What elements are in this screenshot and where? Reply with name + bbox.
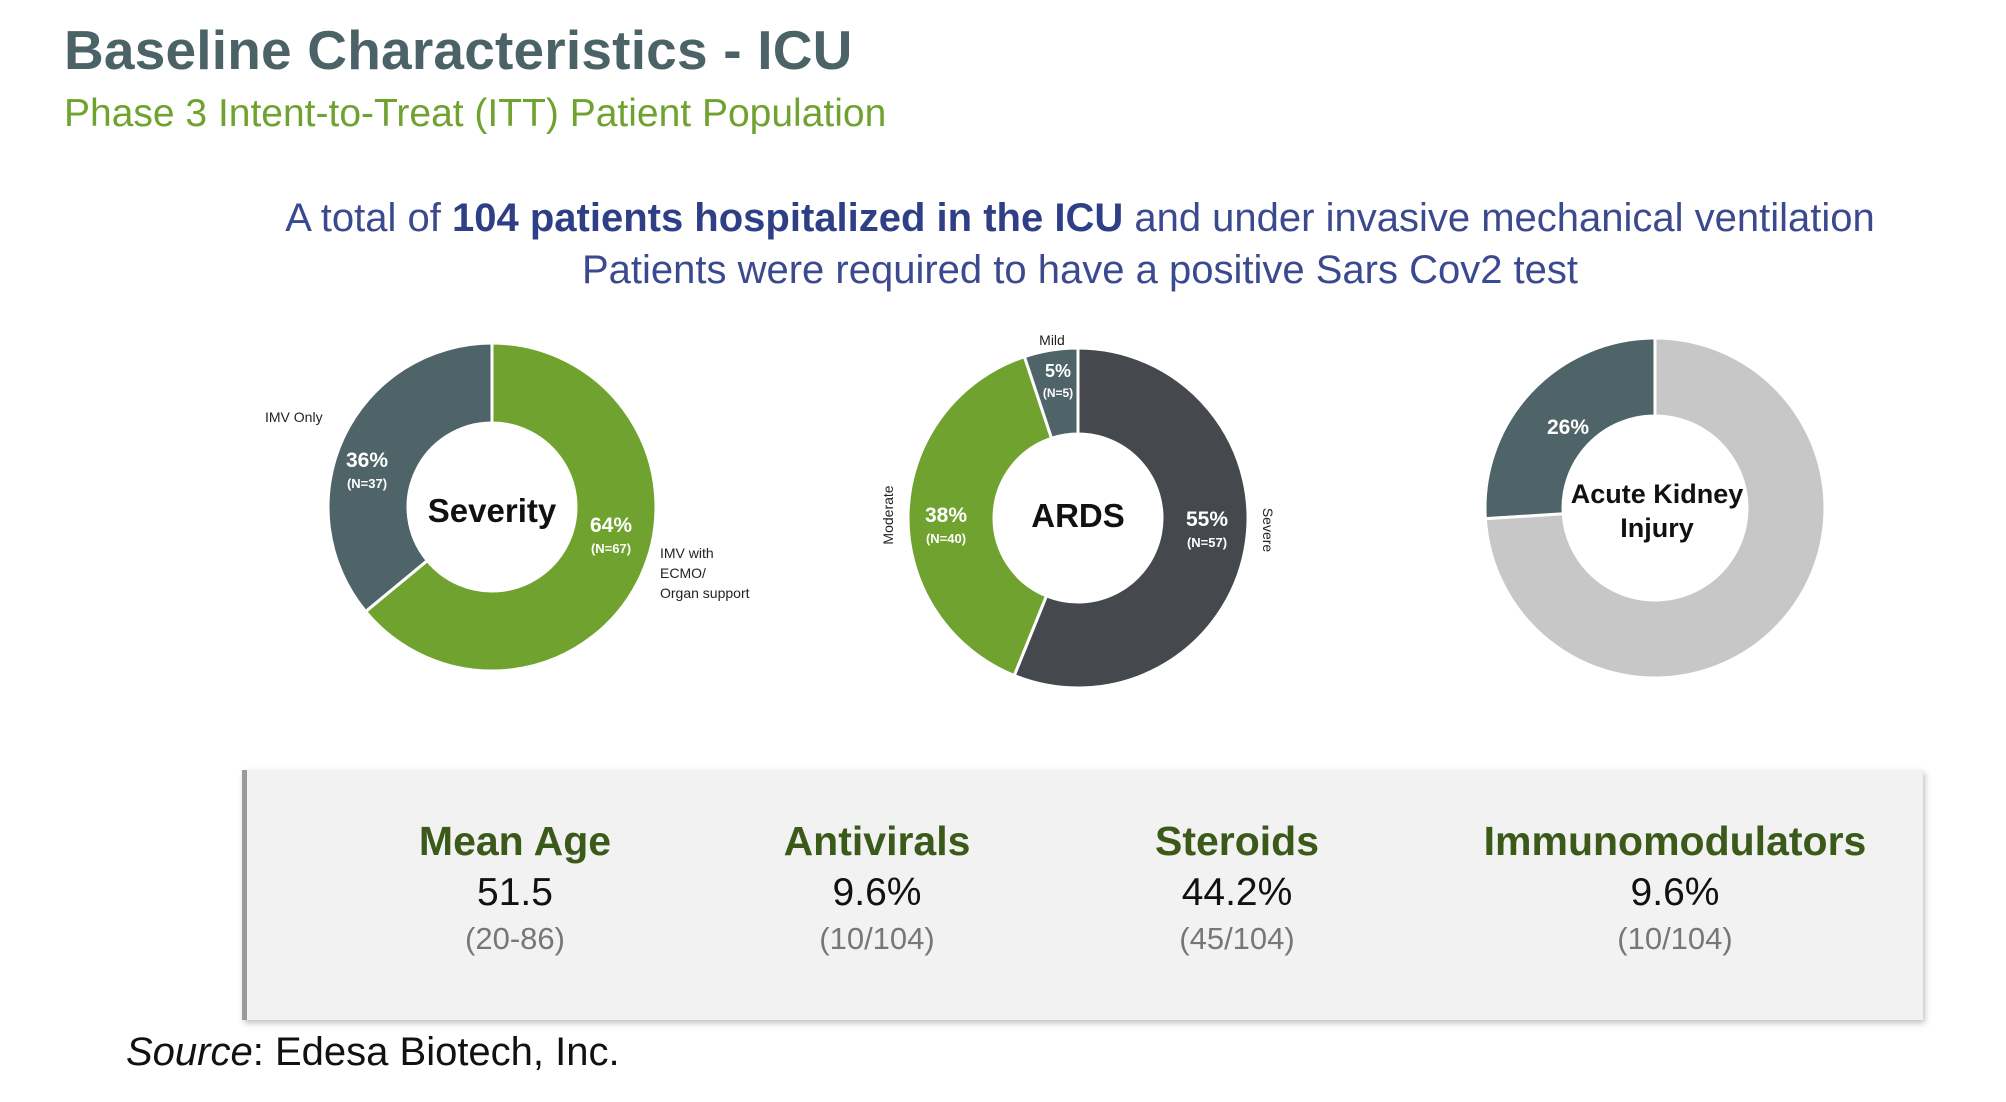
stat-label: Immunomodulators: [1483, 818, 1867, 864]
headline-prefix: A total of: [285, 196, 452, 240]
stat-immunomodulators: Immunomodulators 9.6% (10/104): [1475, 818, 1875, 957]
severity-ecmo-label: IMV with ECMO/ Organ support: [660, 545, 750, 601]
donut-slice-imv-with-ecmo-organ-support: [363, 341, 658, 673]
aki-donut: Acute Kidney Injury 26%: [1483, 336, 1827, 680]
headline-line-1: A total of 104 patients hospitalized in …: [0, 196, 2006, 241]
headline-bold: 104 patients hospitalized in the ICU: [451, 196, 1124, 240]
donut-slice-aki: [1483, 336, 1657, 521]
ards-severe-pct: 55%: [1186, 508, 1228, 531]
severity-imv-only-pct: 36%: [346, 449, 388, 472]
ards-severe-n: (N=57): [1187, 535, 1227, 550]
severity-ecmo-n: (N=67): [591, 541, 631, 556]
severity-imv-only-label: IMV Only: [265, 409, 323, 425]
severity-ecmo-pct: 64%: [590, 514, 632, 537]
stat-antivirals: Antivirals 9.6% (10/104): [677, 818, 1077, 957]
page-subtitle: Phase 3 Intent-to-Treat (ITT) Patient Po…: [64, 92, 887, 135]
ards-moderate-n: (N=40): [926, 531, 966, 546]
source-text: : Edesa Biotech, Inc.: [252, 1030, 620, 1074]
stat-value: 51.5: [477, 871, 553, 914]
ards-moderate-label: Moderate: [880, 485, 896, 544]
severity-donut: Severity 36% (N=37) 64% (N=67) IMV Only …: [265, 341, 750, 673]
page-title: Baseline Characteristics - ICU: [64, 19, 853, 81]
stat-value: 9.6%: [832, 871, 922, 914]
stat-sub: (45/104): [1179, 921, 1295, 956]
aki-pct: 26%: [1547, 416, 1589, 439]
stat-sub: (10/104): [819, 921, 935, 956]
stat-sub: (20-86): [465, 921, 565, 956]
severity-imv-only-n: (N=37): [347, 476, 387, 491]
stat-sub: (10/104): [1617, 921, 1733, 956]
stat-value: 9.6%: [1630, 871, 1720, 914]
stat-mean-age: Mean Age 51.5 (20-86): [315, 818, 715, 957]
aki-title-line-2: Injury: [1620, 513, 1694, 543]
donut-slice-mild: [1022, 346, 1080, 441]
source-label: Source: [126, 1030, 253, 1074]
stats-panel: Mean Age 51.5 (20-86) Antivirals 9.6% (1…: [242, 770, 1923, 1020]
aki-title-line-1: Acute Kidney: [1571, 479, 1744, 509]
stat-label: Antivirals: [783, 818, 971, 864]
ards-moderate-pct: 38%: [925, 504, 967, 527]
severity-title: Severity: [428, 492, 557, 529]
stat-label: Steroids: [1154, 818, 1320, 864]
ards-donut: ARDS 55% (N=57) 38% (N=40) 5% (N=5) Mild…: [880, 332, 1276, 690]
donut-slice-moderate: [906, 354, 1054, 678]
headline-suffix: and under invasive mechanical ventilatio…: [1123, 196, 1875, 240]
donut-slice-no-aki: [1483, 336, 1827, 680]
ards-mild-label: Mild: [1039, 332, 1065, 348]
stat-label: Mean Age: [418, 818, 612, 864]
donut-charts: Severity 36% (N=37) 64% (N=67) IMV Only …: [265, 332, 1827, 690]
donut-slice-imv-only: [326, 341, 494, 614]
stat-steroids: Steroids 44.2% (45/104): [1037, 818, 1437, 957]
headline-line-2: Patients were required to have a positiv…: [581, 248, 1579, 292]
ards-severe-label: Severe: [1260, 508, 1276, 553]
ards-mild-pct: 5%: [1045, 361, 1071, 381]
ards-mild-n: (N=5): [1043, 386, 1073, 400]
stat-value: 44.2%: [1181, 871, 1293, 914]
source-note: Source: Edesa Biotech, Inc.: [126, 1030, 620, 1075]
donut-slice-severe: [1012, 346, 1250, 690]
ards-title: ARDS: [1031, 497, 1125, 534]
